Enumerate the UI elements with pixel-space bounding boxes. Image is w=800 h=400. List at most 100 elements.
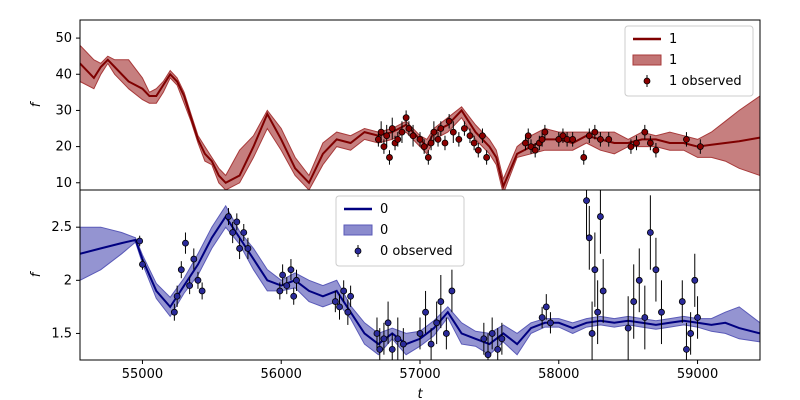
observed-point-1-41 bbox=[480, 335, 488, 343]
observed-point-1-3 bbox=[173, 292, 181, 300]
legend-box-0 bbox=[624, 25, 754, 97]
observed-point-1-30 bbox=[384, 319, 392, 327]
legend-band-swatch-1 bbox=[343, 224, 373, 236]
observed-point-0-34 bbox=[538, 135, 546, 143]
observed-point-1-14 bbox=[240, 229, 248, 236]
observed-point-0-27 bbox=[479, 132, 486, 140]
y-tick-label-1-2: 2.5 bbox=[51, 220, 72, 235]
x-tick-label-1-0: 55000 bbox=[122, 367, 163, 382]
observed-point-0-25 bbox=[470, 139, 478, 147]
observed-point-1-54 bbox=[597, 213, 604, 220]
observed-point-1-62 bbox=[658, 308, 665, 316]
y-tick-label-0-4: 50 bbox=[55, 31, 72, 46]
plot-area-1 bbox=[80, 190, 760, 360]
observed-point-0-44 bbox=[605, 135, 613, 143]
observed-point-1-23 bbox=[336, 303, 343, 311]
observed-point-1-45 bbox=[498, 335, 506, 343]
observed-point-0-50 bbox=[683, 135, 690, 143]
observed-point-1-64 bbox=[683, 345, 690, 353]
observed-point-0-39 bbox=[569, 135, 577, 143]
legend-1: 0 0 0 observed bbox=[335, 195, 465, 267]
observed-point-0-23 bbox=[461, 125, 468, 132]
legend-band-swatch-0 bbox=[632, 54, 662, 66]
observed-point-0-4 bbox=[386, 154, 393, 161]
observed-point-0-10 bbox=[405, 125, 413, 132]
observed-point-0-8 bbox=[398, 128, 406, 136]
observed-point-1-11 bbox=[229, 229, 237, 236]
observed-point-1-36 bbox=[427, 340, 435, 348]
y-tick-label-1-0: 1.5 bbox=[51, 326, 72, 341]
observed-point-1-66 bbox=[691, 276, 699, 284]
y-tick-label-0-1: 20 bbox=[55, 140, 72, 155]
observed-point-1-53 bbox=[594, 308, 602, 316]
legend-point-swatch-1 bbox=[354, 247, 362, 255]
observed-point-1-1 bbox=[139, 260, 146, 268]
observed-point-1-32 bbox=[394, 335, 402, 343]
observed-point-1-26 bbox=[347, 292, 355, 300]
observed-point-0-43 bbox=[597, 135, 604, 143]
observed-point-0-51 bbox=[696, 143, 704, 150]
legend-label-1-1: 0 bbox=[380, 223, 388, 238]
observed-point-0-37 bbox=[559, 132, 567, 140]
panel-1: 1.5 2 2.5 55000 56000 57000 58000 59000 f t 0 0 0 ob… bbox=[29, 189, 761, 400]
observed-point-1-17 bbox=[279, 271, 287, 279]
observed-point-1-27 bbox=[373, 330, 381, 337]
observed-point-1-39 bbox=[442, 330, 450, 337]
observed-point-0-32 bbox=[531, 146, 539, 154]
observed-point-1-28 bbox=[376, 345, 384, 353]
observed-point-1-63 bbox=[678, 298, 686, 305]
observed-point-0-16 bbox=[430, 128, 438, 136]
observed-point-1-57 bbox=[630, 298, 638, 305]
observed-point-1-4 bbox=[177, 266, 185, 274]
observed-point-1-60 bbox=[646, 229, 654, 236]
observed-point-1-25 bbox=[344, 308, 352, 316]
observed-point-1-56 bbox=[624, 324, 632, 332]
x-tick-label-1-3: 58000 bbox=[538, 367, 579, 382]
observed-point-1-0 bbox=[136, 237, 144, 245]
observed-point-1-5 bbox=[182, 239, 189, 247]
observed-point-1-9 bbox=[198, 287, 206, 295]
observed-point-1-34 bbox=[416, 330, 424, 337]
observed-point-0-19 bbox=[441, 139, 449, 147]
observed-point-0-46 bbox=[633, 139, 640, 147]
observed-point-1-24 bbox=[340, 287, 348, 295]
observed-point-1-51 bbox=[588, 330, 596, 337]
observed-point-1-65 bbox=[687, 330, 695, 337]
observed-point-1-55 bbox=[599, 287, 607, 295]
y-tick-label-0-2: 30 bbox=[55, 103, 72, 118]
observed-point-1-10 bbox=[225, 213, 232, 220]
observed-point-0-1 bbox=[377, 128, 385, 136]
observed-point-1-38 bbox=[437, 298, 445, 305]
observed-point-0-28 bbox=[483, 154, 491, 161]
x-tick-label-1-2: 57000 bbox=[399, 367, 440, 382]
observed-point-1-49 bbox=[583, 197, 590, 205]
observed-point-1-19 bbox=[287, 266, 295, 274]
observed-point-0-9 bbox=[402, 114, 410, 122]
observed-point-0-15 bbox=[427, 139, 435, 147]
observed-point-1-48 bbox=[547, 319, 554, 327]
observed-point-1-42 bbox=[484, 351, 492, 359]
observed-point-0-48 bbox=[646, 139, 654, 147]
observed-point-1-20 bbox=[290, 292, 298, 300]
y-tick-label-0-3: 40 bbox=[55, 67, 72, 82]
observed-point-1-2 bbox=[170, 308, 178, 316]
y-axis-label-0: f bbox=[29, 100, 44, 107]
observed-point-1-47 bbox=[542, 303, 550, 311]
observed-point-0-38 bbox=[563, 135, 571, 143]
observed-point-1-8 bbox=[194, 276, 202, 284]
observed-point-1-15 bbox=[244, 245, 252, 252]
y-tick-label-1-1: 2 bbox=[64, 273, 72, 288]
observed-point-0-13 bbox=[420, 143, 428, 150]
observed-point-1-33 bbox=[399, 340, 407, 348]
observed-point-0-47 bbox=[641, 128, 649, 136]
observed-point-1-50 bbox=[585, 234, 593, 242]
observed-point-1-21 bbox=[293, 276, 300, 284]
x-axis-label-1: t bbox=[417, 387, 423, 400]
observed-point-1-12 bbox=[233, 218, 241, 226]
observed-point-1-35 bbox=[422, 308, 429, 316]
legend-0: 1 1 1 observed bbox=[624, 25, 754, 97]
observed-point-0-41 bbox=[585, 132, 593, 140]
observed-point-1-67 bbox=[694, 314, 701, 321]
observed-point-1-13 bbox=[236, 245, 243, 252]
observed-point-0-35 bbox=[541, 128, 549, 136]
